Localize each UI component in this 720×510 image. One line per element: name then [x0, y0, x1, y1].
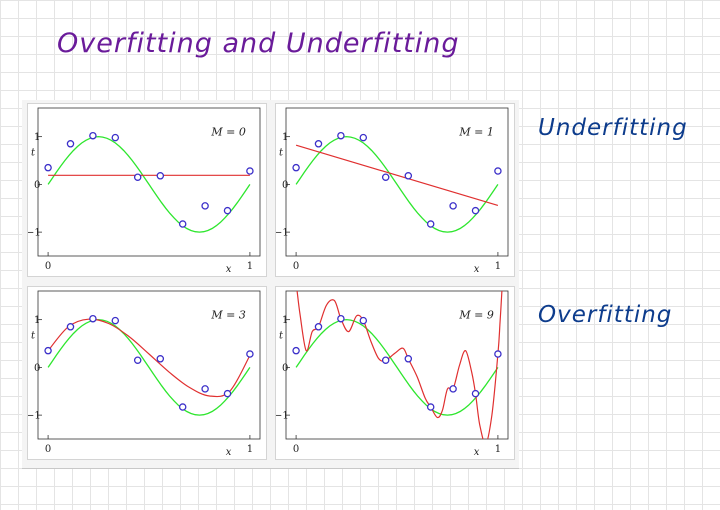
data-point: [381, 173, 390, 181]
page-title: Overfitting and Underfitting: [57, 28, 460, 59]
data-point: [156, 172, 165, 180]
x-tick-label: 0: [293, 261, 299, 272]
data-point: [111, 133, 120, 142]
true-function-curve: [47, 318, 251, 416]
x-tick-label: 1: [495, 444, 501, 455]
data-point: [178, 220, 187, 228]
y-axis-label: t: [31, 331, 36, 342]
x-tick-label: 1: [247, 261, 253, 272]
data-point: [337, 131, 345, 140]
y-tick-label: 1: [282, 132, 288, 143]
data-point: [381, 356, 390, 364]
y-axis-label: t: [31, 148, 36, 159]
data-point: [292, 163, 300, 172]
plot-m9-svg: 1 0 −1 0 1 t x M = 9: [276, 290, 509, 458]
data-point: [292, 346, 300, 355]
data-point: [66, 140, 75, 148]
x-tick-label: 1: [495, 261, 501, 272]
data-point: [359, 133, 368, 142]
true-function-curve: [295, 318, 499, 416]
y-tick-label: 1: [34, 132, 40, 143]
data-point: [178, 403, 187, 411]
model-order-label: M = 0: [210, 126, 245, 139]
model-order-label: M = 9: [458, 309, 493, 322]
data-point: [201, 202, 209, 210]
model-order-label: M = 3: [210, 309, 245, 322]
data-point: [449, 202, 457, 210]
fitted-polynomial-curve: [47, 318, 251, 398]
model-order-label: M = 1: [458, 126, 493, 139]
data-point: [449, 385, 457, 393]
true-function-curve: [47, 135, 251, 233]
y-tick-label: 0: [282, 363, 288, 374]
data-point: [314, 140, 323, 148]
data-point: [404, 355, 413, 363]
y-tick-label: 0: [34, 363, 40, 374]
plot-m3-svg: 1 0 −1 0 1 t x M = 3: [28, 290, 261, 458]
y-axis-label: t: [279, 148, 284, 159]
data-point: [223, 389, 232, 398]
fitted-polynomial-curve: [296, 291, 503, 439]
data-point: [201, 385, 209, 393]
x-tick-label: 1: [247, 444, 253, 455]
plot-panel-m0: 1 0 −1 0 1 t x M = 0: [28, 104, 266, 276]
plot-frame: [37, 107, 261, 257]
plot-frame: [285, 290, 509, 440]
plot-frame: [37, 290, 261, 440]
y-axis-label: t: [279, 331, 284, 342]
plot-panel-m3: 1 0 −1 0 1 t x M = 3: [28, 287, 266, 459]
data-point: [426, 220, 435, 228]
data-point: [359, 316, 368, 325]
data-point: [133, 356, 142, 364]
underfitting-annotation: Underfitting: [538, 115, 688, 141]
plot-m0-svg: 1 0 −1 0 1 t x M = 0: [28, 107, 261, 275]
x-axis-label: x: [226, 264, 232, 275]
y-tick-label: −1: [28, 228, 41, 239]
data-point: [44, 163, 52, 172]
data-point: [471, 389, 480, 398]
y-tick-label: −1: [28, 411, 41, 422]
x-tick-label: 0: [293, 444, 299, 455]
true-function-curve: [295, 135, 499, 233]
overfitting-annotation: Overfitting: [538, 302, 673, 328]
data-point: [223, 206, 232, 215]
data-point: [89, 131, 97, 140]
data-point: [404, 172, 413, 180]
data-point: [314, 323, 323, 331]
x-tick-label: 0: [45, 444, 51, 455]
y-tick-label: 0: [282, 180, 288, 191]
data-point: [494, 350, 502, 358]
y-tick-label: 1: [282, 315, 288, 326]
data-point: [133, 173, 142, 181]
plot-m1-svg: 1 0 −1 0 1 t x M = 1: [276, 107, 509, 275]
data-point: [66, 323, 75, 331]
data-point: [494, 167, 502, 175]
data-point: [471, 206, 480, 215]
x-axis-label: x: [474, 447, 480, 458]
y-tick-label: 1: [34, 315, 40, 326]
plot-panel-m1: 1 0 −1 0 1 t x M = 1: [276, 104, 514, 276]
data-point: [426, 403, 435, 411]
data-point: [246, 167, 254, 175]
fitted-polynomial-curve: [295, 144, 499, 206]
data-point: [111, 316, 120, 325]
plot-frame: [285, 107, 509, 257]
data-point: [89, 314, 97, 323]
data-point: [337, 314, 345, 323]
y-tick-label: −1: [276, 411, 289, 422]
x-tick-label: 0: [45, 261, 51, 272]
y-tick-label: 0: [34, 180, 40, 191]
y-tick-label: −1: [276, 228, 289, 239]
data-point: [44, 346, 52, 355]
data-point: [246, 350, 254, 358]
x-axis-label: x: [474, 264, 480, 275]
data-point: [156, 355, 165, 363]
x-axis-label: x: [226, 447, 232, 458]
plot-panel-m9: 1 0 −1 0 1 t x M = 9: [276, 287, 514, 459]
